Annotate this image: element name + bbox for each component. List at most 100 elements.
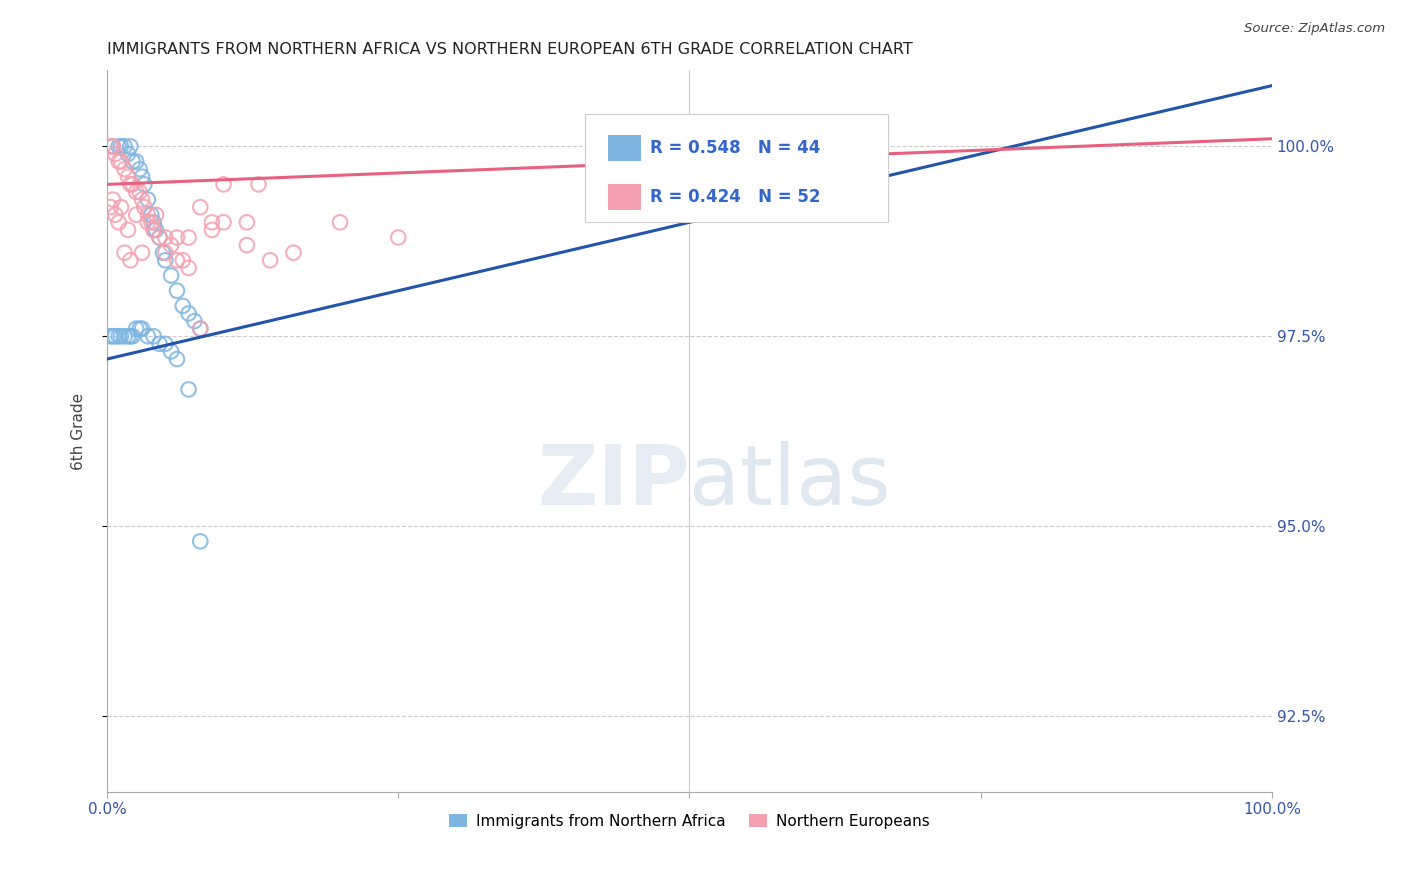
Point: [128, 162, 150, 177]
Point: [125, 208, 148, 222]
Point: [117, 147, 139, 161]
Point: [104, 147, 127, 161]
Point: [136, 215, 159, 229]
Point: [201, 223, 224, 237]
Point: [114, 139, 136, 153]
Point: [183, 314, 205, 328]
Point: [101, 329, 124, 343]
Point: [121, 178, 143, 192]
Point: [188, 200, 211, 214]
Point: [166, 253, 188, 268]
Point: [107, 215, 129, 229]
Point: [188, 534, 211, 549]
Point: [177, 230, 200, 244]
Point: [155, 230, 177, 244]
Text: ZIP: ZIP: [537, 442, 689, 522]
Point: [155, 245, 177, 260]
Point: [114, 162, 136, 177]
FancyBboxPatch shape: [585, 113, 887, 222]
FancyBboxPatch shape: [607, 136, 641, 161]
Point: [101, 139, 124, 153]
Point: [136, 329, 159, 343]
Point: [160, 268, 183, 283]
Point: [114, 329, 136, 343]
FancyBboxPatch shape: [607, 184, 641, 210]
Point: [152, 245, 174, 260]
Point: [148, 230, 170, 244]
Point: [117, 223, 139, 237]
Point: [100, 200, 122, 214]
Point: [128, 321, 150, 335]
Y-axis label: 6th Grade: 6th Grade: [72, 392, 86, 470]
Legend: Immigrants from Northern Africa, Northern Europeans: Immigrants from Northern Africa, Norther…: [443, 807, 936, 835]
Point: [134, 178, 156, 192]
Point: [142, 215, 165, 229]
Point: [329, 215, 352, 229]
Point: [114, 245, 136, 260]
Point: [131, 193, 153, 207]
Point: [160, 238, 183, 252]
Point: [387, 230, 409, 244]
Text: Source: ZipAtlas.com: Source: ZipAtlas.com: [1244, 22, 1385, 36]
Point: [104, 329, 127, 343]
Point: [128, 185, 150, 199]
Point: [145, 208, 167, 222]
Text: R = 0.424   N = 52: R = 0.424 N = 52: [650, 187, 820, 206]
Point: [100, 329, 122, 343]
Point: [148, 230, 170, 244]
Point: [104, 208, 127, 222]
Point: [142, 223, 165, 237]
Point: [121, 154, 143, 169]
Point: [120, 139, 142, 153]
Point: [155, 336, 177, 351]
Point: [236, 238, 259, 252]
Point: [131, 321, 153, 335]
Point: [188, 321, 211, 335]
Point: [120, 253, 142, 268]
Point: [166, 230, 188, 244]
Point: [120, 178, 142, 192]
Point: [121, 329, 143, 343]
Point: [136, 208, 159, 222]
Point: [131, 169, 153, 184]
Point: [145, 223, 167, 237]
Point: [101, 139, 124, 153]
Point: [772, 154, 794, 169]
Point: [136, 193, 159, 207]
Point: [177, 306, 200, 320]
Point: [142, 329, 165, 343]
Point: [259, 253, 281, 268]
Point: [212, 178, 235, 192]
Point: [117, 169, 139, 184]
Point: [110, 329, 132, 343]
Point: [148, 336, 170, 351]
Point: [125, 185, 148, 199]
Point: [125, 321, 148, 335]
Point: [100, 139, 122, 153]
Point: [141, 215, 163, 229]
Point: [201, 215, 224, 229]
Point: [110, 139, 132, 153]
Text: IMMIGRANTS FROM NORTHERN AFRICA VS NORTHERN EUROPEAN 6TH GRADE CORRELATION CHART: IMMIGRANTS FROM NORTHERN AFRICA VS NORTH…: [107, 42, 912, 57]
Point: [134, 200, 156, 214]
Point: [166, 284, 188, 298]
Point: [166, 352, 188, 367]
Point: [110, 154, 132, 169]
Point: [172, 299, 194, 313]
Point: [141, 208, 163, 222]
Point: [283, 245, 305, 260]
Point: [107, 154, 129, 169]
Point: [142, 223, 165, 237]
Point: [131, 245, 153, 260]
Point: [177, 260, 200, 275]
Text: atlas: atlas: [689, 442, 891, 522]
Point: [155, 253, 177, 268]
Point: [110, 200, 132, 214]
Point: [107, 139, 129, 153]
Point: [117, 329, 139, 343]
Point: [160, 344, 183, 359]
Point: [247, 178, 270, 192]
Point: [188, 321, 211, 335]
Point: [177, 383, 200, 397]
Point: [120, 329, 142, 343]
